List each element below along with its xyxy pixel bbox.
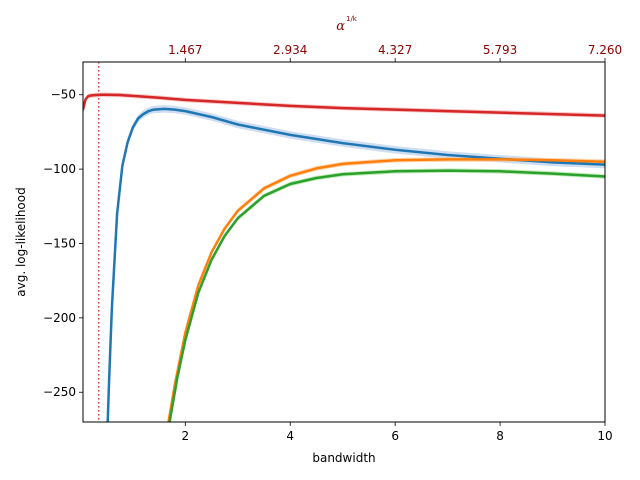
y-tick-label: −50	[51, 88, 76, 102]
y-axis-ticks: −250 −200 −150 −100 −50	[43, 88, 83, 399]
top-axis-label-sup: 1/k	[346, 15, 358, 23]
y-tick-label: −150	[43, 236, 76, 250]
top-axis-ticks: 1.467 2.934 4.327 5.793 7.260	[168, 43, 622, 62]
top-tick-label: 5.793	[483, 43, 517, 57]
top-axis-label: α 1/k	[336, 15, 358, 34]
series-1-line	[106, 107, 605, 422]
series-0-line	[83, 93, 605, 117]
x-tick-label: 6	[391, 429, 399, 443]
y-axis-label: avg. log-likelihood	[14, 187, 28, 296]
y-tick-label: −100	[43, 162, 76, 176]
x-axis-ticks: 2 4 6 8 10	[181, 422, 613, 443]
y-tick-label: −250	[43, 385, 76, 399]
series-3-line	[168, 169, 605, 422]
top-tick-label: 4.327	[378, 43, 412, 57]
x-axis-label: bandwidth	[312, 451, 375, 465]
plot-frame	[82, 61, 606, 423]
x-tick-label: 4	[286, 429, 294, 443]
top-tick-label: 2.934	[273, 43, 307, 57]
x-tick-label: 8	[496, 429, 504, 443]
series-lines	[83, 93, 605, 422]
x-tick-label: 2	[181, 429, 189, 443]
y-tick-label: −200	[43, 311, 76, 325]
top-tick-label: 1.467	[168, 43, 202, 57]
top-tick-label: 7.260	[588, 43, 622, 57]
series-2-line	[167, 158, 605, 422]
top-axis-label-base: α	[336, 19, 345, 34]
x-tick-label: 10	[597, 429, 612, 443]
